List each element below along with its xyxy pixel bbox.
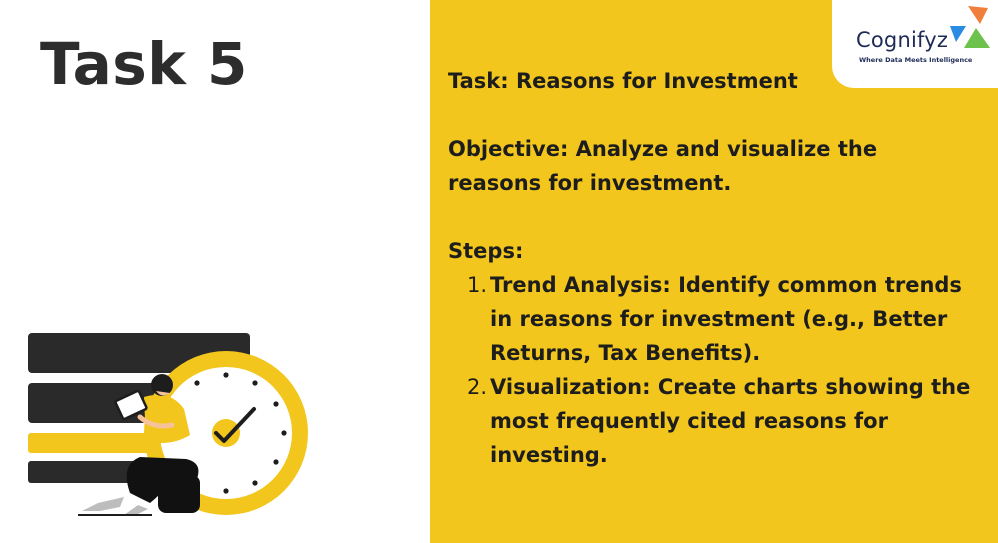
brand-tagline: Where Data Meets Intelligence	[859, 56, 973, 64]
content-panel: Cognifyz Where Data Meets Intelligence T…	[430, 0, 998, 543]
task-description: Task: Reasons for Investment Objective: …	[448, 64, 983, 472]
step-text: Trend Analysis: Identify common trends i…	[490, 273, 962, 365]
left-panel: Task 5	[0, 0, 430, 543]
list-item: 1. Trend Analysis: Identify common trend…	[448, 268, 983, 370]
list-item: 2. Visualization: Create charts showing …	[448, 370, 983, 472]
step-text: Visualization: Create charts showing the…	[490, 375, 971, 467]
brand-logo: Cognifyz Where Data Meets Intelligence	[832, 0, 998, 88]
checkmark-icon	[214, 407, 256, 443]
bar-shape	[28, 461, 148, 483]
steps-heading: Steps:	[448, 239, 524, 263]
step-number: 2.	[467, 375, 488, 399]
bar-shape	[28, 433, 156, 453]
triangles-logo-icon	[950, 6, 990, 48]
steps-list: 1. Trend Analysis: Identify common trend…	[448, 268, 983, 472]
task-line: Task: Reasons for Investment	[448, 69, 798, 93]
person-with-tablet-and-clock-illustration	[28, 333, 308, 516]
objective-text: Objective: Analyze and visualize the rea…	[448, 137, 878, 195]
brand-name: Cognifyz	[856, 28, 949, 52]
slide-title: Task 5	[40, 30, 248, 98]
step-number: 1.	[467, 273, 488, 297]
